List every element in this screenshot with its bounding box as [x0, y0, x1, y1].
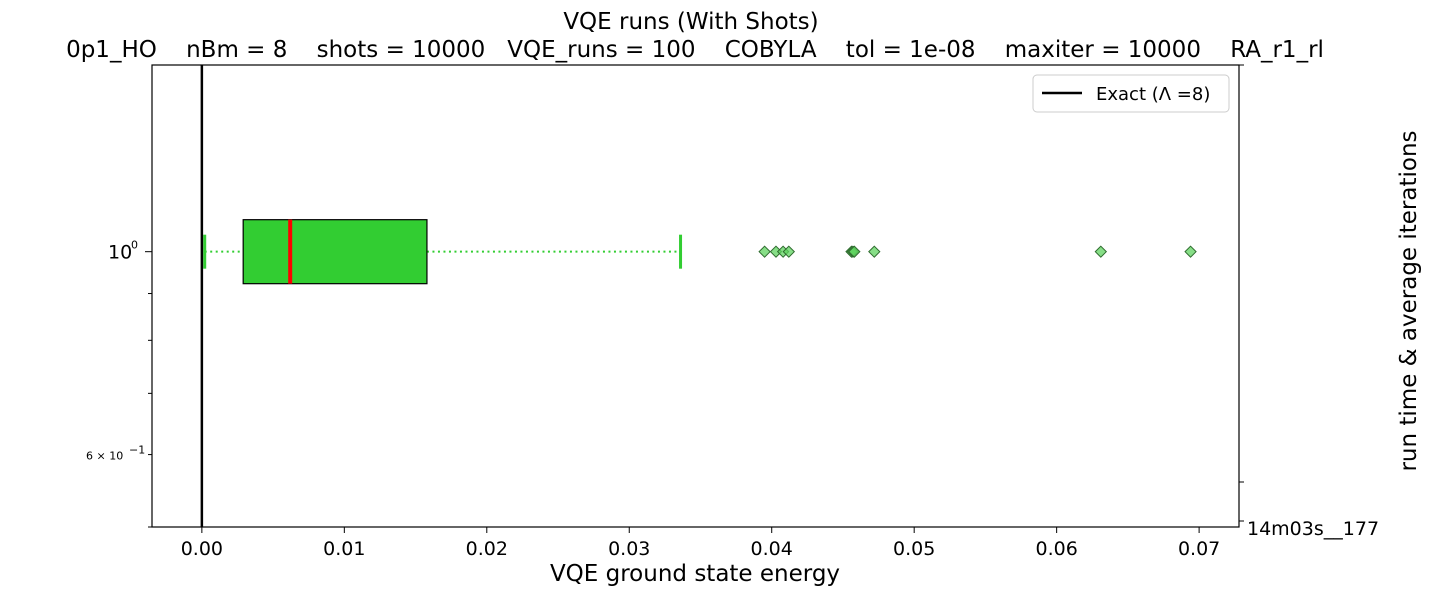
- flier-point: [1184, 245, 1197, 258]
- right-axis-label: run time & average iterations: [1396, 130, 1422, 471]
- box-iqr: [242, 219, 428, 285]
- right-tick-label: 14m03s__177: [1247, 518, 1379, 540]
- x-tick-label: 0.02: [466, 538, 508, 560]
- x-tick-label: 0.06: [1035, 538, 1077, 560]
- legend: Exact (Λ =8): [1032, 74, 1230, 113]
- x-axis-label: VQE ground state energy: [550, 561, 840, 587]
- flier-point: [758, 245, 771, 258]
- x-tick-label: 0.05: [893, 538, 935, 560]
- plot-area: [200, 65, 1197, 527]
- flier-point: [1094, 245, 1108, 258]
- chart-subtitle: 0p1_HO nBm = 8 shots = 10000 VQE_runs = …: [66, 37, 1324, 63]
- flier-point: [848, 245, 861, 258]
- plot-frame: [151, 64, 1240, 528]
- x-tick-label: 0.04: [751, 538, 793, 560]
- x-tick-label: 0.07: [1178, 538, 1220, 560]
- y-minor-tick-label: 6 × 10: [86, 450, 123, 463]
- flier-point: [868, 245, 881, 258]
- x-tick-label: 0.01: [323, 538, 365, 560]
- y-minor-tick-exponent: −1: [129, 444, 145, 457]
- chart-title: VQE runs (With Shots): [563, 9, 818, 35]
- y-major-tick-label: 10: [108, 242, 132, 264]
- y-major-tick-exponent: 0: [131, 239, 138, 252]
- x-tick-label: 0.00: [181, 538, 223, 560]
- x-tick-label: 0.03: [608, 538, 650, 560]
- legend-exact-label: Exact (Λ =8): [1096, 84, 1210, 105]
- flier-point: [782, 245, 796, 258]
- legend-box: [1032, 74, 1230, 113]
